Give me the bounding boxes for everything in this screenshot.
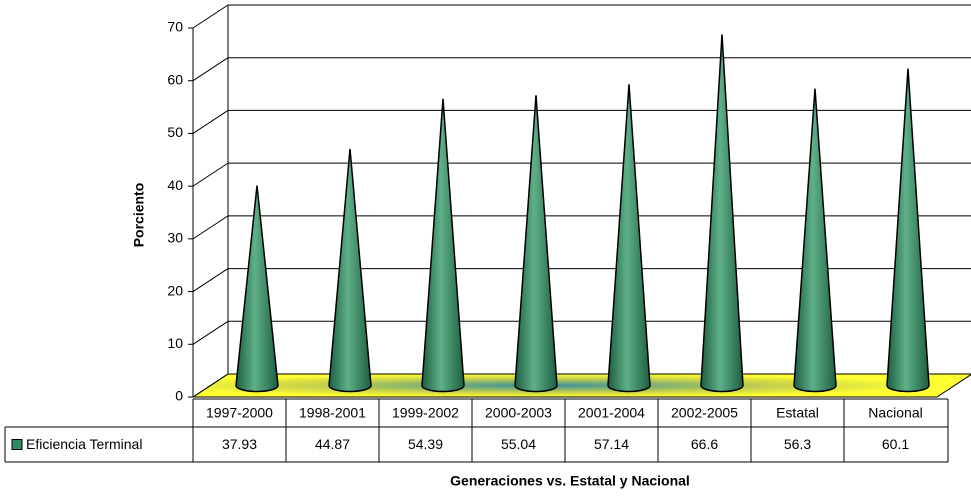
data-label: 57.14 [594,436,629,452]
grid-line [192,110,229,134]
cone [514,95,558,393]
x-tick-label: Estatal [776,405,819,421]
data-label: 60.1 [882,436,909,452]
x-tick-label: Nacional [868,405,922,421]
grid-line [192,57,229,82]
x-tick-label: 2000-2003 [485,405,552,421]
x-tick-label: 1999-2002 [392,405,459,421]
y-tick-label: 40 [167,177,183,193]
x-tick-label: 2001-2004 [578,405,645,421]
y-tick-label: 30 [167,230,183,246]
y-axis-title: Porciento [131,183,147,248]
data-label: 44.87 [315,436,350,452]
data-label: 55.04 [501,436,536,452]
cone [793,88,837,393]
cone [421,98,465,393]
y-tick-label: 70 [167,19,183,35]
x-tick-label: 1998-2001 [299,405,366,421]
cone [235,185,279,393]
cone [328,148,372,393]
y-tick-label: 10 [167,335,183,351]
data-label: 54.39 [408,436,443,452]
x-axis-title: Generaciones vs. Estatal y Nacional [450,473,690,489]
grid-line [192,4,229,29]
cone [607,84,651,393]
x-tick-label: 2002-2005 [671,405,738,421]
y-tick-label: 50 [167,124,183,140]
floor [191,373,971,398]
y-tick-label: 20 [167,282,183,298]
data-label: 56.3 [784,436,811,452]
data-label: 37.93 [222,436,257,452]
y-tick-label: 0 [175,388,183,404]
grid-line [192,320,229,345]
legend-label: Eficiencia Terminal [26,436,142,452]
grid-line [192,373,229,398]
cone [700,34,744,393]
grid-line [192,162,229,187]
data-label: 66.6 [691,436,718,452]
cone [886,68,930,393]
y-tick-label: 60 [167,71,183,87]
grid-line [192,215,229,240]
legend-marker [11,439,23,450]
grid-line [192,268,229,292]
x-tick-label: 1997-2000 [206,405,273,421]
